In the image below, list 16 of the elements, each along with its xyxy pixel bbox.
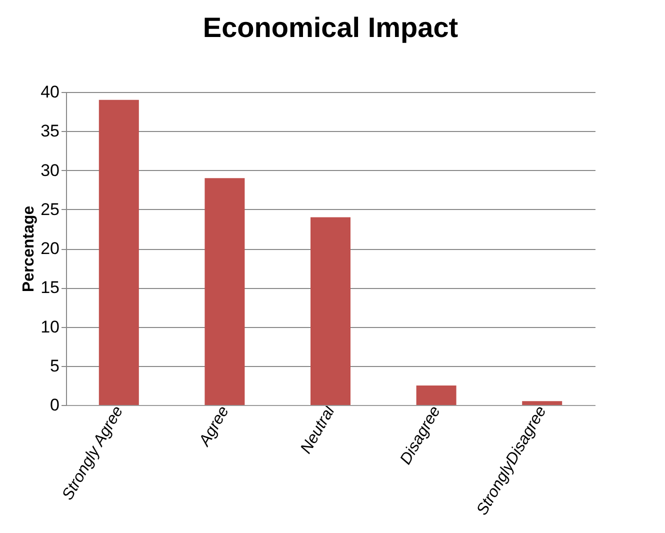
y-tick-label: 35 [40, 122, 60, 141]
y-tick-label: 10 [40, 317, 60, 336]
y-tick-label: 15 [40, 278, 60, 298]
bar [98, 100, 139, 405]
y-axis-title: Percentage [20, 206, 38, 292]
bar [416, 385, 456, 405]
y-tick-label: 5 [50, 356, 60, 376]
bar [204, 178, 245, 405]
chart-title: Economical Impact [202, 12, 458, 43]
y-tick-label: 25 [40, 200, 60, 219]
bar [522, 401, 562, 405]
bar [310, 217, 350, 405]
y-tick-label: 0 [50, 396, 60, 414]
y-tick-label: 30 [40, 160, 60, 180]
y-tick-label: 40 [40, 82, 60, 102]
y-tick-label: 20 [40, 239, 60, 258]
